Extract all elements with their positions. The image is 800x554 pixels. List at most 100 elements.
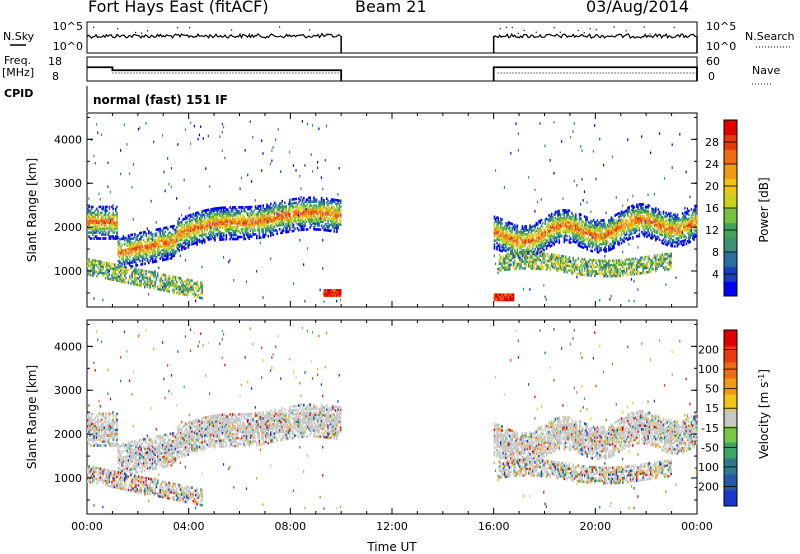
power-cell [173, 240, 176, 244]
power-cell [211, 219, 214, 223]
power-cell [662, 230, 665, 234]
power-cell [215, 209, 217, 212]
power-cell [522, 248, 525, 252]
power-cell [575, 229, 577, 232]
power-cell [140, 247, 142, 250]
power-cell [183, 286, 186, 290]
power-cell [535, 239, 538, 242]
power-cell [181, 236, 183, 239]
power-cell [643, 256, 646, 259]
power-cell [662, 259, 665, 263]
power-cell [515, 230, 517, 233]
power-cell [604, 266, 606, 269]
power-cell [151, 254, 154, 258]
power-cell [163, 238, 165, 242]
power-cell [121, 249, 123, 252]
power-cell [646, 227, 648, 231]
power-cell [599, 263, 601, 267]
power-cell [649, 261, 652, 265]
power-cell [310, 218, 313, 221]
power-cell [497, 226, 500, 230]
power-cell [323, 218, 325, 222]
power-cell [649, 216, 652, 220]
power-cell [601, 261, 604, 265]
power-cell [95, 270, 98, 274]
power-cell [637, 234, 639, 238]
power-cell [238, 235, 240, 239]
power-speck [581, 242, 583, 246]
power-speck [317, 160, 319, 164]
power-cell [604, 226, 606, 230]
power-speck [576, 275, 578, 279]
power-cell [525, 262, 528, 266]
power-cell [202, 237, 205, 241]
power-cell [151, 237, 154, 240]
power-cell [596, 219, 599, 222]
power-cell [205, 232, 207, 236]
power-cell [262, 227, 264, 231]
power-cell [149, 255, 151, 259]
power-cell [590, 274, 592, 277]
power-cell [253, 233, 256, 236]
power-cell [636, 265, 638, 269]
power-cell [646, 211, 648, 215]
power-speck [582, 199, 584, 202]
power-cell [610, 272, 613, 276]
power-cell [131, 247, 134, 250]
power-cell [563, 234, 566, 238]
power-cell [212, 211, 215, 215]
power-cell [161, 252, 164, 256]
power-cell [604, 232, 606, 236]
power-speck [527, 176, 530, 179]
power-cell [207, 226, 210, 229]
power-cell [604, 250, 606, 253]
power-cell [553, 262, 555, 266]
power-cell [226, 227, 229, 231]
power-cell [169, 277, 172, 280]
power-cell [273, 207, 276, 211]
power-cell [566, 220, 568, 224]
noise-point [321, 33, 323, 35]
power-cell [212, 227, 215, 230]
power-cell [286, 218, 289, 222]
power-cell [320, 200, 323, 204]
power-cell [576, 227, 578, 231]
power-cell [107, 233, 109, 236]
power-cell [591, 245, 594, 249]
power-cell [333, 200, 336, 204]
power-cell [296, 219, 299, 222]
power-cell [280, 217, 282, 221]
power-cell [655, 215, 657, 218]
power-cell [493, 215, 496, 219]
power-cell [624, 258, 627, 262]
power-speck [145, 272, 147, 276]
power-cell [336, 206, 338, 210]
power-cell [267, 234, 270, 238]
power-cell [599, 259, 601, 263]
power-cell [651, 207, 653, 211]
power-cell [494, 233, 497, 237]
power-cell [548, 259, 550, 263]
power-cell [148, 251, 150, 255]
power-cell [280, 209, 282, 213]
power-cell [318, 224, 320, 227]
power-cell [319, 218, 322, 222]
power-cell [538, 239, 540, 243]
power-cell [163, 244, 165, 248]
power-cell [627, 226, 629, 230]
power-cell [196, 295, 198, 299]
power-cell [306, 206, 309, 209]
power-cell [165, 287, 168, 290]
power-cell [567, 225, 569, 228]
power-cell [203, 215, 206, 218]
power-cell [337, 222, 339, 226]
power-cell [144, 276, 146, 279]
power-cell [158, 239, 160, 243]
power-cell [193, 218, 196, 221]
power-cell [219, 238, 221, 241]
power-speck [592, 149, 594, 153]
power-cell [338, 213, 341, 216]
power-cell [245, 219, 248, 223]
power-cell [314, 228, 317, 231]
power-cell [578, 244, 581, 248]
